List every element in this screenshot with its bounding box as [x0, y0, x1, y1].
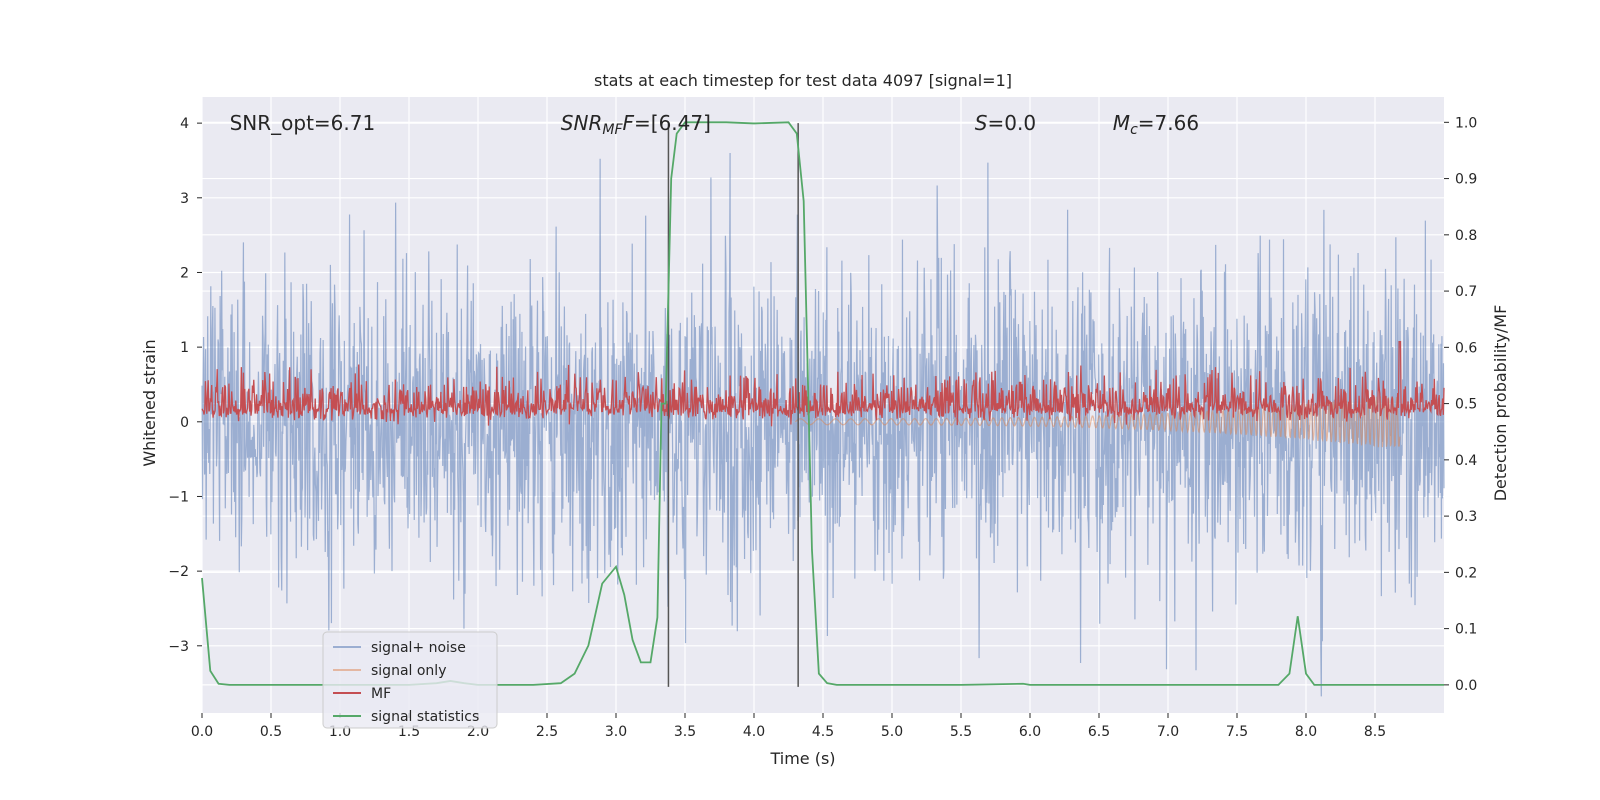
y-right-tick-label: 0.6: [1455, 340, 1477, 356]
y-right-tick-label: 0.3: [1455, 509, 1477, 525]
signal-only-line: [794, 396, 1401, 448]
y-right-tick-label: 0.8: [1455, 228, 1477, 244]
signal-plus-noise-line: [201, 152, 1445, 697]
y-right-tick-label: 0.5: [1455, 397, 1477, 413]
vertical-markers: [667, 123, 799, 687]
legend-label: signal statistics: [371, 709, 479, 725]
annotations: SNR_opt=6.71 SNRMFF=[6.47] S=0.0 Mc=7.66: [230, 111, 1199, 138]
y-right-tick-label: 0.0: [1455, 678, 1477, 694]
annotation: SNRMFF=[6.47]: [561, 111, 711, 138]
legend-label: signal only: [371, 663, 446, 679]
x-tick-label: 8.0: [1295, 724, 1317, 740]
y-right-tick-label: 0.9: [1455, 172, 1477, 188]
x-tick-label: 3.5: [674, 724, 696, 740]
x-tick-label: 3.0: [605, 724, 627, 740]
annotation-part: M: [1113, 111, 1130, 135]
x-tick-label: 0.0: [191, 724, 213, 740]
y-left-axis-label: Whitened strain: [140, 339, 159, 466]
x-tick-label: 4.0: [743, 724, 765, 740]
x-tick-label: 5.5: [950, 724, 972, 740]
y-left-tick-label: 1: [180, 340, 189, 356]
annotation: Mc=7.66: [1113, 111, 1199, 138]
annotation-part: SNR: [561, 111, 603, 135]
annotation-part: MF: [602, 122, 623, 138]
x-tick-label: 6.0: [1019, 724, 1041, 740]
annotation-part: F: [623, 111, 635, 135]
x-tick-label: 8.5: [1364, 724, 1386, 740]
x-tick-label: 7.5: [1226, 724, 1248, 740]
y-left-tick-label: −1: [168, 489, 189, 505]
y-left-tick-label: 0: [180, 415, 189, 431]
annotation-part: S: [975, 111, 988, 135]
y-left-tick-label: −3: [168, 639, 189, 655]
y-right-tick-label: 0.4: [1455, 453, 1477, 469]
y-right-axis-ticks: 0.0 0.1 0.2 0.3 0.4 0.5 0.6 0.7 0.8 0.9 1.0: [1444, 115, 1477, 694]
annotation-part: =7.66: [1138, 111, 1199, 135]
legend-box: [322, 631, 498, 729]
y-right-tick-label: 0.1: [1455, 622, 1477, 638]
y-left-axis-ticks: −3 −2 −1 0 1 2 3 4: [168, 116, 202, 655]
legend-label: MF: [371, 686, 391, 702]
y-left-tick-label: 3: [180, 191, 189, 207]
x-axis-label: Time (s): [769, 749, 835, 768]
y-right-tick-label: 0.2: [1455, 565, 1477, 581]
legend: signal+ noise signal only MF signal statist…: [322, 631, 498, 729]
x-tick-label: 6.5: [1088, 724, 1110, 740]
annotation: SNR_opt=6.71: [230, 111, 376, 135]
signal-plus-noise-series: [201, 152, 1445, 697]
x-tick-label: 7.0: [1157, 724, 1179, 740]
y-left-tick-label: 2: [180, 265, 189, 281]
y-right-tick-label: 1.0: [1455, 115, 1477, 131]
mf-line: [201, 341, 1445, 427]
y-left-tick-label: −2: [168, 564, 189, 580]
y-right-axis-label: Detection probability/MF: [1491, 305, 1510, 502]
chart-title: stats at each timestep for test data 409…: [594, 71, 1012, 90]
x-tick-label: 4.5: [812, 724, 834, 740]
x-axis-ticks: 0.0 0.5 1.0 1.5 2.0 2.5 3.0 3.5 4.0 4.5 5.0 5.5 6.0 6…: [191, 713, 1386, 740]
y-right-tick-label: 0.7: [1455, 284, 1477, 300]
x-tick-label: 5.0: [881, 724, 903, 740]
annotation-part: =[6.47]: [634, 111, 711, 135]
mf-series: [201, 341, 1445, 427]
x-tick-label: 0.5: [260, 724, 282, 740]
annotation: S=0.0: [975, 111, 1036, 135]
y-left-tick-label: 4: [180, 116, 189, 132]
annotation-part: =0.0: [988, 111, 1037, 135]
annotation-part: c: [1130, 122, 1138, 138]
x-tick-label: 2.5: [536, 724, 558, 740]
legend-label: signal+ noise: [371, 640, 466, 656]
signal-only-series: [794, 396, 1401, 448]
